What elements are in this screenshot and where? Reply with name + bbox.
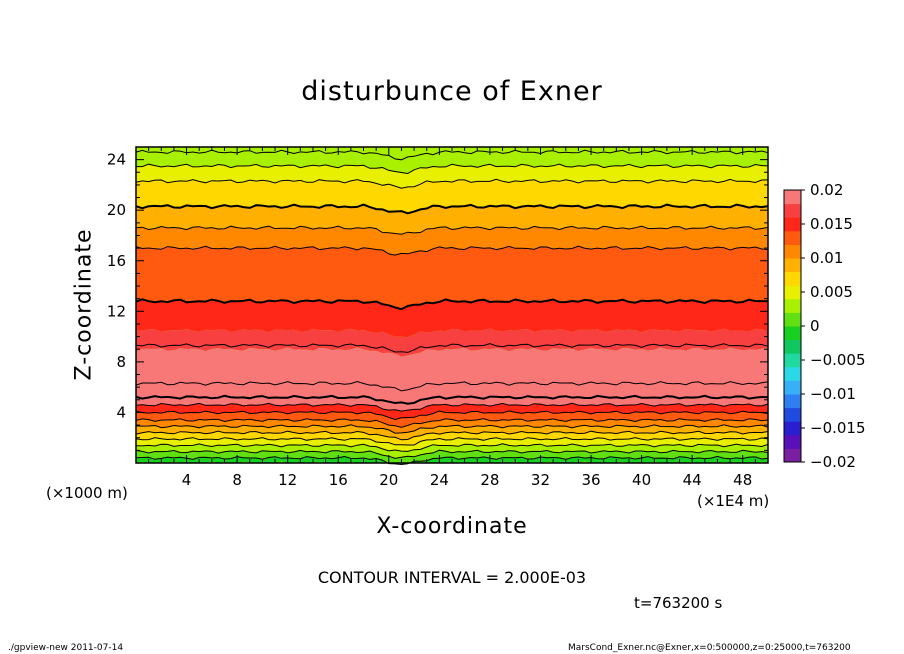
contour-band [136, 150, 768, 174]
contour-band [136, 403, 768, 420]
colorbar-cell [784, 407, 801, 422]
colorbar-label: −0.02 [810, 453, 856, 471]
contour-band [136, 424, 768, 440]
x-tick-label: 16 [329, 471, 348, 489]
contour-line [135, 443, 769, 452]
contour-band [136, 431, 768, 445]
x-tick-label: 8 [232, 471, 242, 489]
contour-line [135, 225, 769, 235]
colorbar-label: 0.015 [810, 215, 853, 233]
colorbar-cell [784, 434, 801, 449]
contour-band [136, 347, 768, 404]
contour-line [135, 245, 769, 256]
colorbar: 0.02 0.015 0.01 0.005 0 −0.005 −0.01 −0.015 −0.0… [783, 181, 866, 471]
contour-band [136, 246, 768, 310]
x-unit-left: (×1000 m) [46, 484, 128, 502]
contour-line [135, 402, 769, 412]
footer-right: MarsCond_Exner.nc@Exner,x=0:500000,z=0:2… [568, 643, 851, 653]
colorbar-cell [784, 230, 801, 245]
x-tick-label: 40 [632, 471, 651, 489]
colorbar-cell [784, 203, 801, 218]
contour-band [136, 179, 768, 214]
colorbar-cell [784, 353, 801, 368]
colorbar-label: −0.005 [810, 351, 866, 369]
colorbar-cell [784, 244, 801, 259]
chart-title: disturbunce of Exner [301, 76, 603, 107]
x-tick-label: 44 [683, 471, 702, 489]
y-tick-label: 8 [116, 353, 126, 371]
contour-line [135, 418, 769, 428]
colorbar-cell [784, 366, 801, 381]
contour-line [135, 449, 769, 459]
contour-band [136, 418, 768, 434]
plot-area [135, 146, 769, 466]
x-tick-label: 36 [581, 471, 600, 489]
contour-interval: CONTOUR INTERVAL = 2.000E-03 [317, 568, 587, 587]
x-tick-label: 28 [480, 471, 499, 489]
y-axis: 4 8 12 16 20 24 [107, 151, 768, 451]
contour-line [135, 410, 769, 421]
colorbar-cell [784, 217, 801, 232]
y-tick-label: 12 [107, 302, 126, 320]
contour-line [135, 380, 769, 392]
x-tick-label: 20 [379, 471, 398, 489]
contour-band [136, 437, 768, 452]
colorbar-label: 0 [810, 317, 820, 335]
x-tick-label: 48 [733, 471, 752, 489]
colorbar-cell [784, 380, 801, 395]
colorbar-cell [784, 271, 801, 286]
colorbar-cell [784, 285, 801, 300]
y-tick-label: 4 [116, 403, 126, 421]
colorbar-cell [784, 421, 801, 436]
colorbar-cell [784, 326, 801, 341]
colorbar-cell [784, 258, 801, 273]
y-tick-label: 24 [107, 151, 126, 169]
contour-line [135, 203, 769, 215]
contour-line [136, 163, 769, 175]
contour-band [136, 395, 768, 412]
colorbar-cell [784, 394, 801, 409]
footer-left: ./gpview-new 2011-07-14 [8, 643, 124, 653]
x-axis: 4 8 12 16 20 24 28 32 36 40 44 48 [148, 147, 756, 489]
y-tick-label: 16 [107, 252, 126, 270]
colorbar-label: 0.01 [810, 249, 843, 267]
time-label: t=763200 s [634, 594, 723, 612]
contour-line [135, 343, 769, 353]
contour-line [135, 436, 769, 446]
colorbar-cell [784, 298, 801, 313]
contour-line [135, 178, 769, 189]
contour-line [135, 430, 769, 441]
colorbar-label: 0.02 [810, 181, 843, 199]
contour-band [136, 299, 768, 338]
x-axis-label: X-coordinate [376, 514, 528, 539]
x-tick-label: 12 [278, 471, 297, 489]
contour-line [135, 455, 769, 466]
contour-band [136, 443, 768, 459]
colorbar-cell [784, 448, 801, 463]
colorbar-label: 0.005 [810, 283, 853, 301]
x-tick-label: 32 [531, 471, 550, 489]
x-unit-right: (×1E4 m) [697, 492, 770, 510]
colorbar-label: −0.01 [810, 385, 856, 403]
colorbar-cell [784, 190, 801, 205]
x-tick-label: 24 [430, 471, 449, 489]
contour-line [135, 424, 769, 434]
colorbar-label: −0.015 [810, 419, 866, 437]
colorbar-cell [784, 339, 801, 354]
contour-band [136, 328, 768, 357]
y-tick-label: 20 [107, 201, 126, 219]
y-axis-label: Z-coordinate [71, 228, 97, 381]
colorbar-cell [784, 312, 801, 327]
x-tick-label: 4 [182, 471, 192, 489]
contour-line [135, 298, 769, 311]
contour-line [135, 394, 769, 405]
contour-line [135, 149, 769, 161]
